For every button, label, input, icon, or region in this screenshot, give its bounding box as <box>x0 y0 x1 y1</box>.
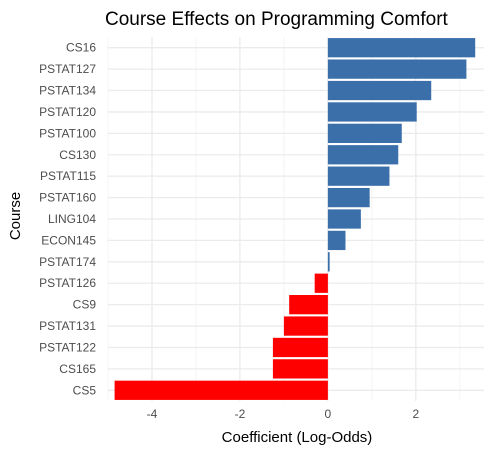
bar-cs9 <box>289 295 328 315</box>
x-tick-label: 0 <box>325 407 332 421</box>
bar-pstat115 <box>327 166 390 186</box>
y-tick-label: PSTAT134 <box>39 84 96 98</box>
bar-cs5 <box>114 380 328 400</box>
y-tick-label: PSTAT160 <box>39 191 96 205</box>
bar-ling104 <box>327 209 361 229</box>
bar-pstat127 <box>327 59 467 79</box>
bar-cs130 <box>327 145 399 165</box>
bar-pstat134 <box>327 80 432 101</box>
y-tick-label: CS9 <box>73 298 97 312</box>
y-tick-label: PSTAT131 <box>39 319 96 333</box>
chart-title: Course Effects on Programming Comfort <box>105 9 449 30</box>
bars <box>114 38 476 400</box>
y-tick-label: PSTAT126 <box>39 276 96 290</box>
y-tick-label: PSTAT120 <box>39 105 96 119</box>
y-tick-label: CS5 <box>73 383 97 397</box>
y-tick-label: CS130 <box>59 148 96 162</box>
bar-pstat131 <box>283 316 328 336</box>
y-tick-label: PSTAT115 <box>40 169 96 183</box>
y-tick-label: ECON145 <box>41 233 96 247</box>
bar-cs16 <box>327 38 476 58</box>
bar-pstat126 <box>314 273 328 293</box>
y-tick-label: CS16 <box>66 41 96 55</box>
bar-pstat100 <box>327 123 402 143</box>
x-tick-labels: -4 -2 0 2 <box>147 407 420 421</box>
y-axis-title: Course <box>7 192 24 240</box>
y-tick-label: PSTAT174 <box>39 255 96 269</box>
y-tick-label: PSTAT100 <box>39 126 96 140</box>
y-tick-label: PSTAT127 <box>39 62 96 76</box>
bar-cs165 <box>272 359 328 379</box>
y-tick-labels: CS16 PSTAT127 PSTAT134 PSTAT120 PSTAT100 CS13… <box>39 41 96 398</box>
bar-pstat122 <box>272 337 328 358</box>
x-tick-label: 2 <box>412 407 419 421</box>
bar-econ145 <box>327 230 346 251</box>
bar-pstat160 <box>327 187 370 208</box>
bar-pstat174 <box>327 252 330 272</box>
y-tick-label: CS165 <box>59 362 96 376</box>
x-tick-label: -2 <box>235 407 246 421</box>
x-axis-title: Coefficient (Log-Odds) <box>222 429 373 446</box>
y-tick-label: PSTAT122 <box>39 340 96 354</box>
x-tick-label: -4 <box>147 407 158 421</box>
y-tick-label: LING104 <box>48 212 96 226</box>
bar-pstat120 <box>327 102 417 122</box>
